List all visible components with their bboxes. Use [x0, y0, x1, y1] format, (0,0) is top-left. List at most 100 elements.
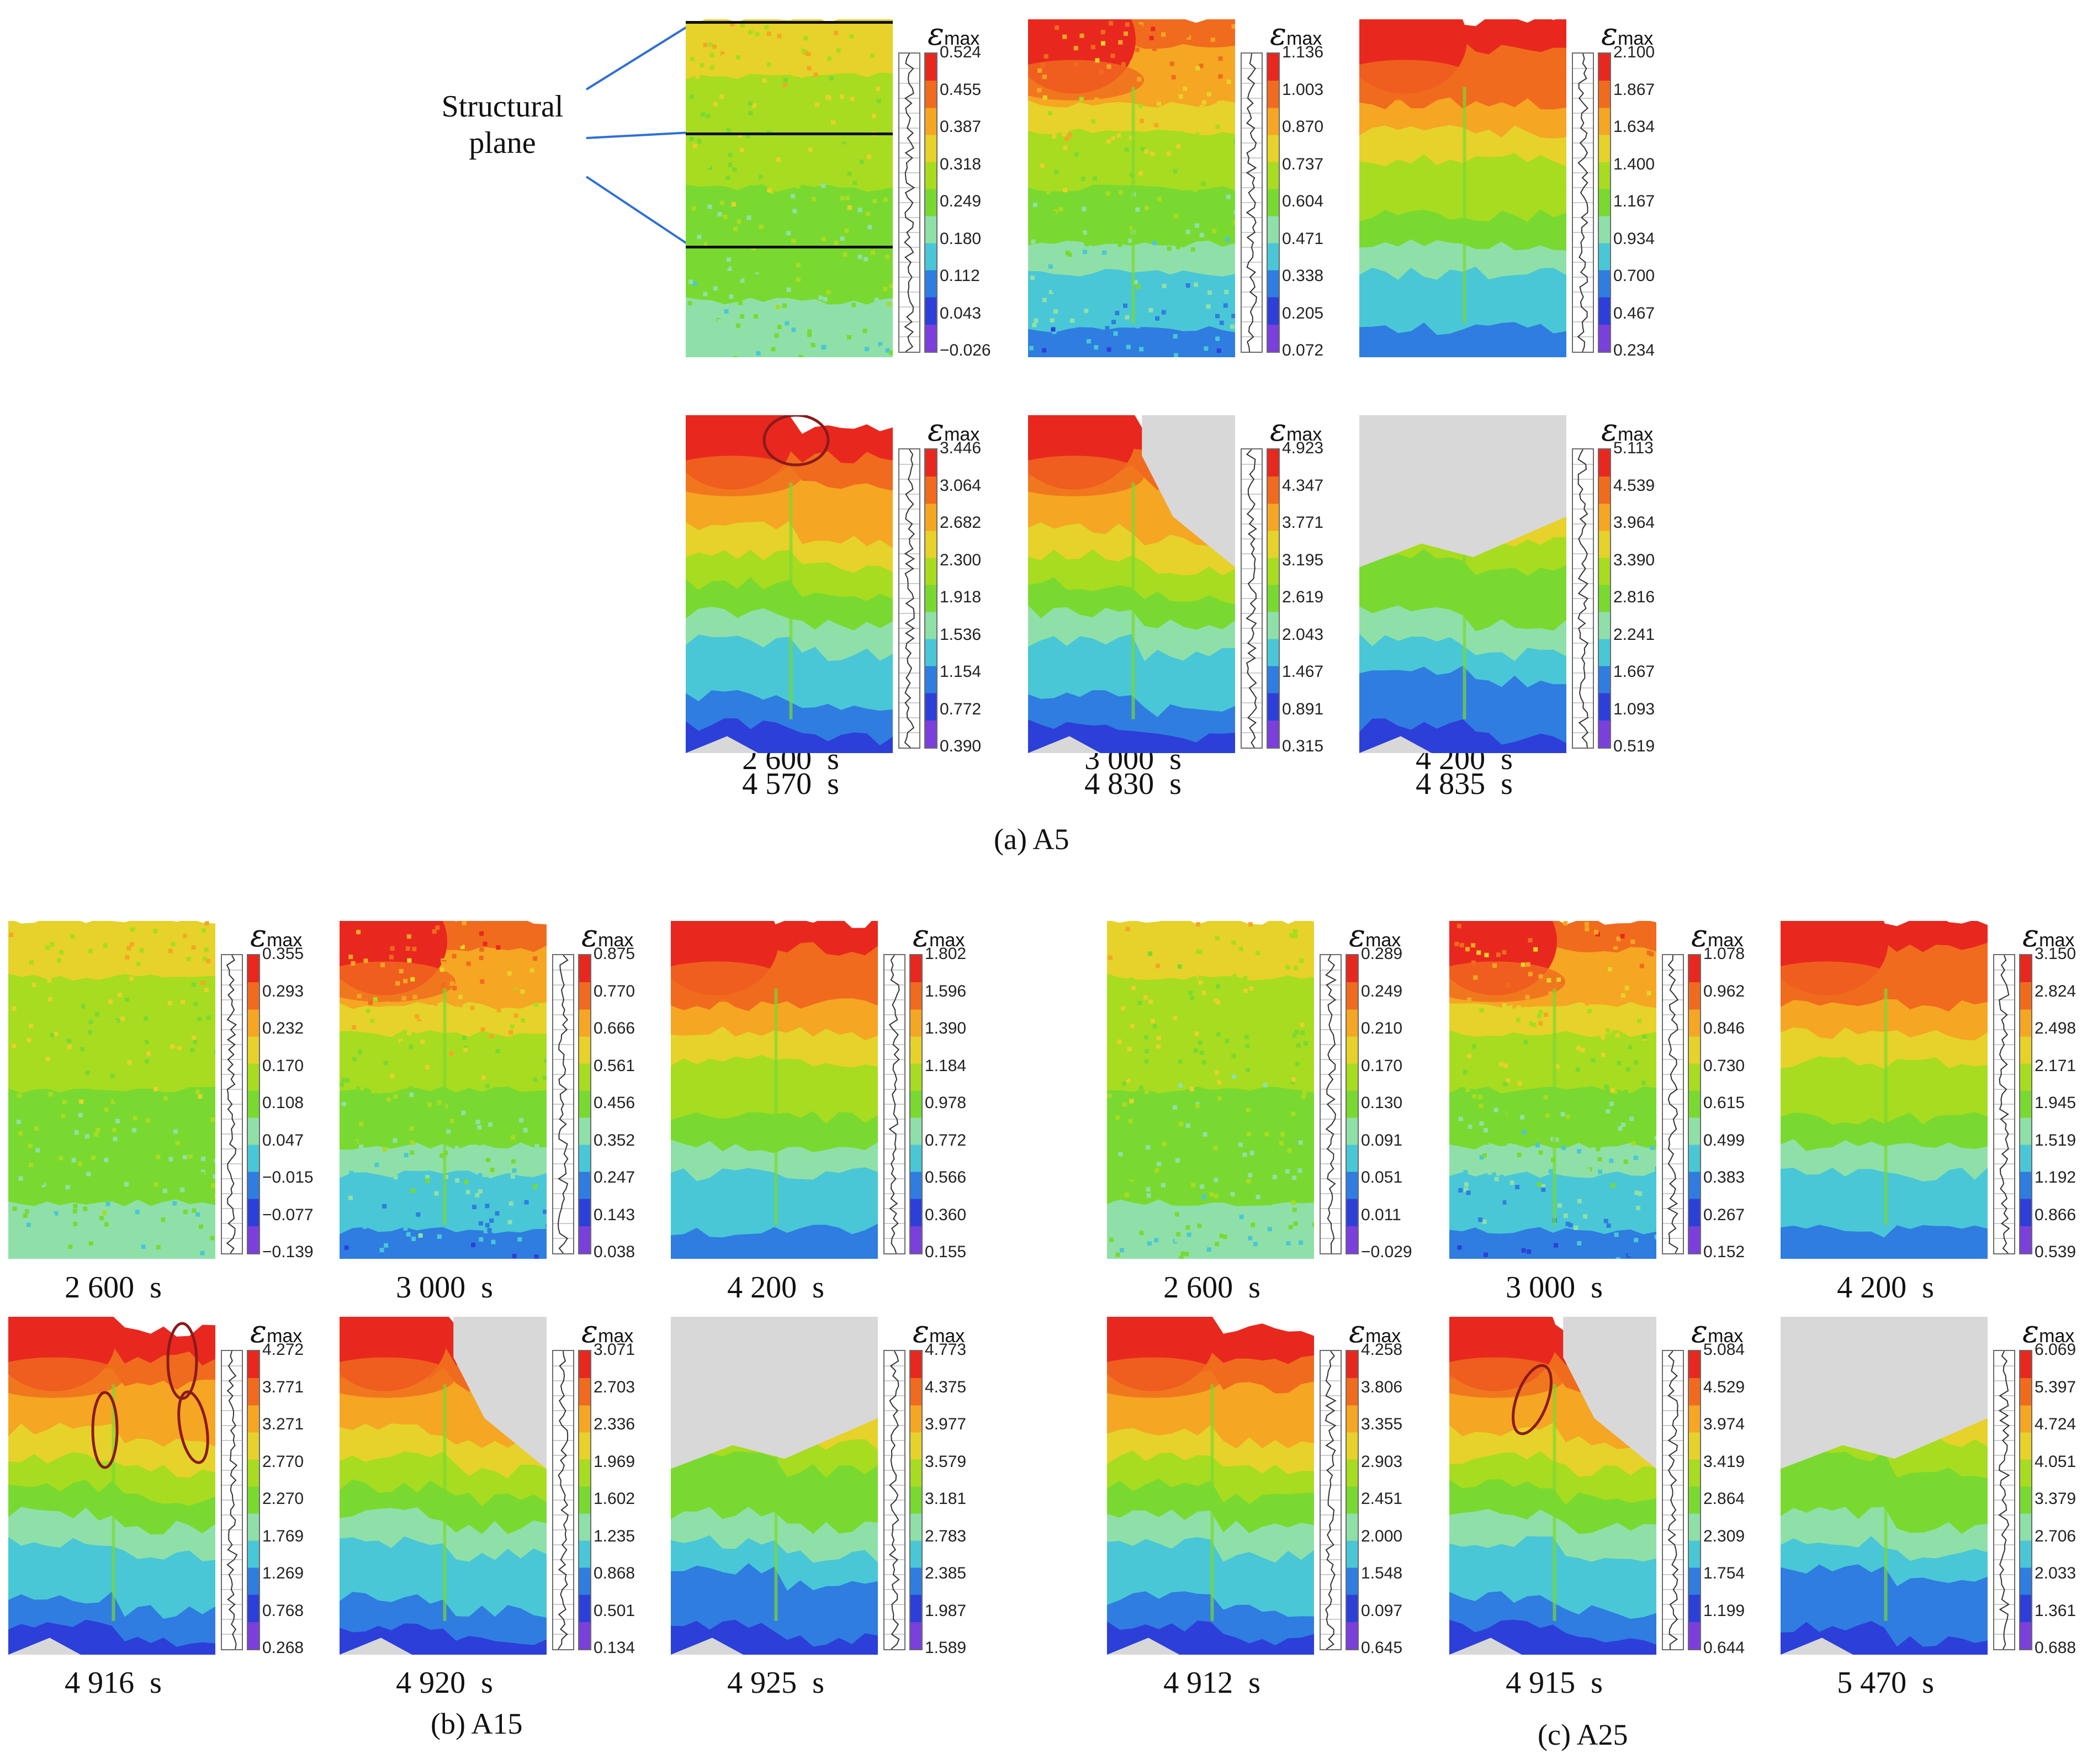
speckle: [1061, 132, 1066, 137]
speckle: [878, 342, 883, 347]
speckle: [866, 297, 871, 302]
colorbar-ticks: 3.071 2.703 2.336 1.969 1.602 1.235 0.868 0.501…: [594, 1342, 671, 1656]
speckle: [412, 946, 417, 951]
strain-contour-map: [1028, 415, 1235, 753]
panel-b-4: εmax 4.272 3.771 3.271 2.770 2.270 1.769 1.269 0…: [8, 1317, 340, 1659]
colorbar-tick-label: 2.300: [940, 550, 982, 569]
speckle: [752, 103, 757, 108]
speckle: [1580, 1048, 1585, 1053]
speckle: [732, 274, 737, 279]
speckle: [479, 956, 484, 960]
speckle: [1144, 194, 1149, 199]
speckle: [163, 1096, 168, 1101]
colorbar-symbol: ε: [928, 412, 945, 448]
speckle: [383, 1061, 388, 1066]
speckle: [1226, 264, 1231, 269]
speckle: [34, 1126, 39, 1131]
speckle: [477, 1141, 482, 1146]
profile-curve: [1577, 449, 1589, 748]
speckle: [545, 1223, 547, 1228]
speckle: [876, 99, 881, 104]
speckle: [1105, 191, 1110, 196]
speckle: [1101, 286, 1106, 291]
speckle: [1099, 205, 1104, 210]
strain-profile-strip: [1993, 954, 2015, 1254]
strain-contour-map: [1781, 921, 1988, 1259]
panel-a-2: εmax 1.136 1.003 0.870 0.737 0.604 0.471 0.338 0…: [1028, 19, 1359, 362]
time-label: 4 830 s: [1084, 767, 1182, 801]
lost-region: [1142, 415, 1235, 568]
speckle: [403, 1226, 408, 1231]
speckle: [776, 157, 781, 162]
lost-region: [1359, 415, 1566, 568]
speckle: [123, 941, 128, 946]
speckle: [1156, 1036, 1161, 1040]
speckle: [177, 1120, 182, 1125]
speckle: [884, 117, 889, 122]
colorbar-symbol: ε: [581, 918, 598, 954]
speckle: [446, 995, 451, 1000]
speckle: [38, 1233, 43, 1238]
speckle: [85, 1095, 90, 1100]
speckle: [1089, 150, 1094, 155]
speckle: [1184, 984, 1189, 989]
strain-contour-map: [1107, 1317, 1314, 1655]
strain-profile-strip: [898, 448, 920, 749]
speckle: [1128, 1119, 1133, 1124]
speckle: [1126, 345, 1131, 349]
speckle: [1109, 21, 1114, 26]
speckle: [425, 1065, 430, 1070]
speckle: [86, 1172, 91, 1177]
speckle: [722, 321, 727, 326]
colorbar-tick-label: 2.171: [2035, 1056, 2077, 1075]
speckle: [1073, 46, 1078, 51]
speckle: [1291, 1200, 1296, 1205]
strain-profile-strip: [883, 954, 905, 1254]
speckle: [690, 57, 695, 62]
speckle: [371, 1190, 376, 1195]
panel-a-3: εmax 2.100 1.867 1.634 1.400 1.167 0.934 0.700 0…: [1359, 19, 1691, 362]
lost-region-bottom: [1449, 1638, 1522, 1655]
speckle: [1152, 240, 1157, 245]
speckle: [162, 1177, 167, 1182]
speckle: [1149, 35, 1154, 40]
speckle: [1214, 169, 1219, 174]
speckle: [749, 252, 754, 257]
colorbar-tick-label: 3.446: [940, 439, 982, 457]
speckle: [870, 53, 875, 58]
colorbar-ticks: 2.100 1.867 1.634 1.400 1.167 0.934 0.700 0.467…: [1613, 44, 1691, 359]
speckle: [1177, 173, 1182, 178]
speckle: [497, 1142, 502, 1147]
strain-contour-map: [8, 1317, 215, 1655]
speckle: [841, 25, 846, 30]
speckle: [462, 921, 467, 926]
crack-ellipse: [762, 415, 830, 467]
speckle: [1554, 1137, 1559, 1142]
speckle: [1598, 1169, 1603, 1174]
speckle: [790, 176, 795, 181]
speckle: [1093, 176, 1098, 181]
speckle: [1238, 1142, 1243, 1147]
speckle: [797, 328, 802, 333]
speckle: [1138, 1085, 1143, 1090]
speckle: [415, 1014, 420, 1019]
speckle: [74, 1130, 79, 1135]
speckle: [717, 212, 722, 216]
colorbar-tick-label: 1.400: [1613, 155, 1655, 173]
speckle: [1272, 1175, 1277, 1179]
speckle: [753, 314, 758, 319]
speckle: [77, 1162, 82, 1167]
speckle: [85, 1071, 90, 1076]
speckle: [864, 347, 869, 352]
speckle: [1192, 168, 1197, 173]
speckle: [116, 979, 121, 984]
speckle: [689, 94, 694, 99]
speckle: [1107, 321, 1112, 326]
speckle: [1223, 303, 1228, 308]
speckle: [852, 181, 857, 186]
speckle: [839, 348, 844, 353]
speckle: [84, 1160, 89, 1165]
speckle: [197, 1133, 202, 1138]
colorbar-title: εmax: [1270, 19, 1322, 54]
speckle: [1289, 1155, 1294, 1159]
